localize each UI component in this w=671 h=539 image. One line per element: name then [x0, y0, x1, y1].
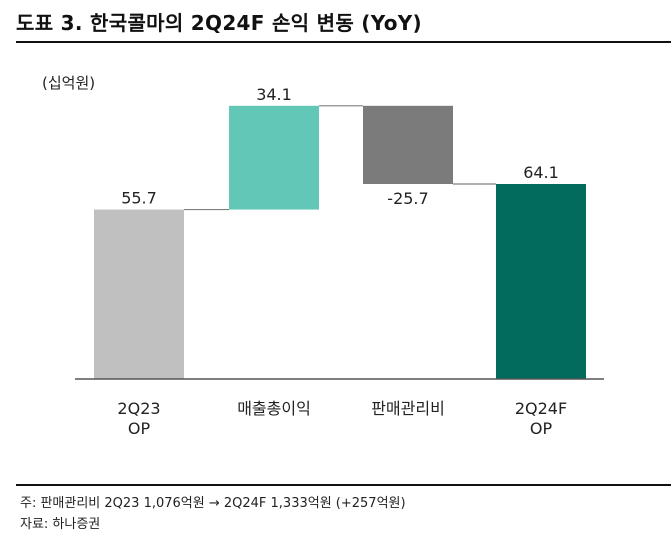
- footnote-note: 주: 판매관리비 2Q23 1,076억원 → 2Q24F 1,333억원 (+…: [20, 496, 406, 511]
- data-label-3: -25.7: [387, 189, 428, 208]
- bar-2: [229, 105, 319, 210]
- category-label-4: 2Q24F: [515, 399, 567, 418]
- bar-3: [363, 105, 453, 184]
- bar-4: [496, 184, 586, 379]
- category-label-4: OP: [530, 419, 553, 438]
- category-label-1: 2Q23: [117, 399, 160, 418]
- footnote-source: 자료: 하나증권: [20, 517, 101, 532]
- title-divider: [16, 41, 671, 43]
- footer-divider: [16, 484, 671, 486]
- data-label-1: 55.7: [121, 189, 157, 208]
- data-label-2: 34.1: [256, 85, 292, 104]
- category-label-3: 판매관리비: [371, 399, 445, 418]
- category-label-1: OP: [128, 419, 151, 438]
- unit-label: (십억원): [42, 74, 95, 92]
- category-label-2: 매출총이익: [237, 399, 311, 418]
- data-label-4: 64.1: [523, 163, 559, 182]
- chart-title: 도표 3. 한국콜마의 2Q24F 손익 변동 (YoY): [16, 11, 422, 35]
- bar-1: [94, 209, 184, 379]
